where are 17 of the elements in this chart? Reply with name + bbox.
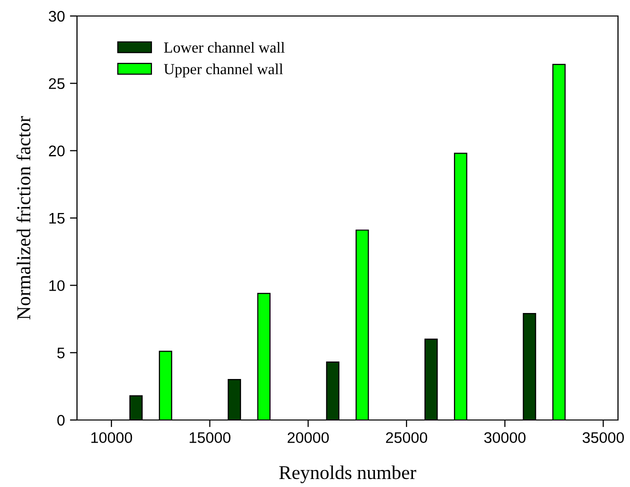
y-tick-label: 0 <box>57 414 65 426</box>
y-tick-label: 30 <box>48 10 65 22</box>
y-tick-label: 15 <box>49 213 65 224</box>
x-tick-label: 25000 <box>386 432 428 444</box>
legend-label: Upper channel wall <box>164 64 283 78</box>
x-tick-label: 20000 <box>288 432 329 444</box>
x-tick-label: 15000 <box>190 432 230 444</box>
x-axis-title: Reynolds number <box>279 465 416 484</box>
y-tick-label: 25 <box>48 78 65 90</box>
x-tick-label: 30000 <box>484 432 526 444</box>
y-axis-title: Normalized friction factor <box>16 116 30 320</box>
y-tick-label: 20 <box>48 146 65 156</box>
x-tick-label: 10000 <box>91 432 132 444</box>
y-tick-label: 10 <box>49 280 65 292</box>
y-tick-label: 5 <box>57 348 65 358</box>
x-tick-label: 35000 <box>582 432 624 444</box>
legend-label: Lower channel wall <box>164 42 285 53</box>
